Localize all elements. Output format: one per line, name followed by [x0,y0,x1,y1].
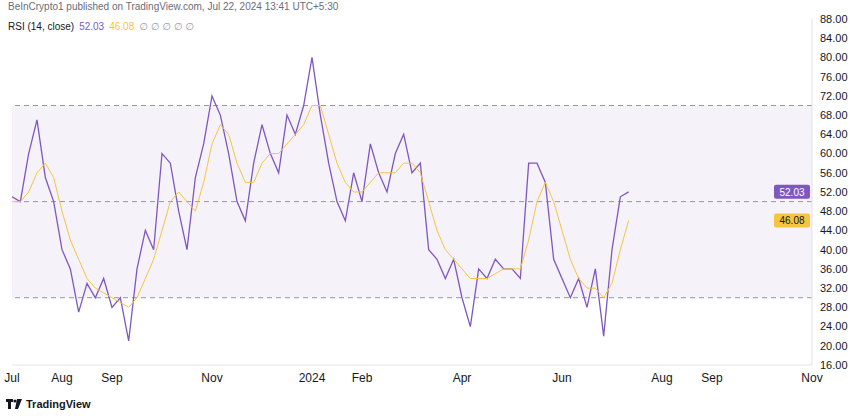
svg-text:Feb: Feb [352,371,373,385]
svg-text:Sep: Sep [101,371,123,385]
svg-text:16.00: 16.00 [820,359,842,371]
svg-text:Jul: Jul [8,371,20,385]
html-text:BeInCrypto1 published on Tradi: BeInCrypto1 published on TradingView.com… [8,1,339,12]
svg-text:56.00: 56.00 [820,167,842,179]
svg-text:60.00: 60.00 [820,147,842,159]
svg-text:Aug: Aug [651,371,672,385]
svg-text:32.00: 32.00 [820,282,842,294]
svg-text:Sep: Sep [701,371,723,385]
svg-text:76.00: 76.00 [820,71,842,83]
svg-text:48.00: 48.00 [820,205,842,217]
svg-text:36.00: 36.00 [820,263,842,275]
svg-text:64.00: 64.00 [820,128,842,140]
html-text:46.08: 46.08 [109,21,135,32]
svg-text:88.00: 88.00 [820,13,842,25]
svg-text:80.00: 80.00 [820,51,842,63]
svg-text:46.08: 46.08 [779,215,804,226]
svg-text:Jun: Jun [552,371,571,385]
svg-text:68.00: 68.00 [820,109,842,121]
svg-text:28.00: 28.00 [820,301,842,313]
html-text:52.03: 52.03 [79,21,105,32]
svg-text:2024: 2024 [299,371,326,385]
svg-text:Aug: Aug [51,371,72,385]
svg-text:52.03: 52.03 [779,187,804,198]
svg-text:84.00: 84.00 [820,32,842,44]
svg-text:40.00: 40.00 [820,244,842,256]
svg-text:Apr: Apr [453,371,472,385]
svg-text:Nov: Nov [201,371,222,385]
svg-text:24.00: 24.00 [820,320,842,332]
svg-text:44.00: 44.00 [820,224,842,236]
svg-text:Nov: Nov [801,371,822,385]
svg-text:20.00: 20.00 [820,340,842,352]
html-text:TradingView: TradingView [26,398,91,410]
html-text:RSI (14, close): RSI (14, close) [8,21,75,32]
svg-text:72.00: 72.00 [820,90,842,102]
svg-text:52.00: 52.00 [820,186,842,198]
